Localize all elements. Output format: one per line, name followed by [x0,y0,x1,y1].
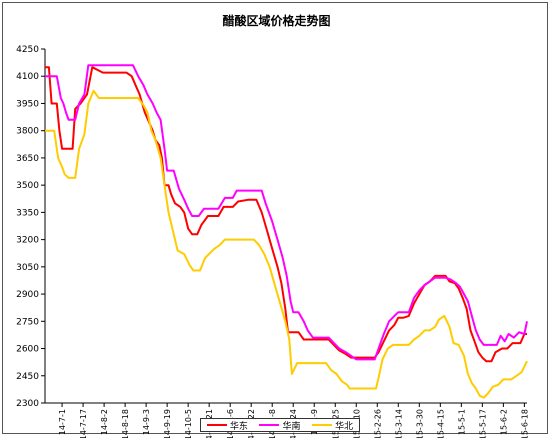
y-tick-label: 3050 [16,263,39,273]
x-tick-label: 14-10-5 [184,409,193,438]
x-tick-label: 14-8-2 [100,409,109,435]
legend-item-east: 华东 [206,419,248,432]
series-line-south [45,64,528,361]
y-tick-label: 2900 [16,290,39,300]
y-tick-label: 4250 [16,45,39,55]
x-tick-label: 14-9-3 [142,409,151,435]
series-line-east [45,66,527,363]
legend-label-north: 华北 [335,421,354,432]
x-tick-label: 15-5-17 [478,409,487,438]
x-tick-label: 15-3-30 [415,409,424,438]
legend-label-south: 华南 [282,421,301,432]
legend-swatch-east [206,424,227,426]
legend-label-east: 华东 [229,421,248,432]
chart-frame [2,2,548,434]
y-tick-label: 3950 [16,99,39,109]
y-tick-label: 4100 [16,72,39,82]
y-tick-label: 3800 [16,127,39,137]
y-tick-label: 3650 [16,154,39,164]
x-tick-label: 15-6-2 [499,409,508,435]
y-tick-label: 2450 [16,372,39,382]
x-tick-label: 14-8-18 [121,409,130,438]
x-tick-label: 15-6-18 [520,409,529,438]
x-tick-label: 14-7-17 [79,409,88,438]
legend-swatch-south [259,424,280,426]
y-tick-label: 2600 [16,345,39,355]
legend-item-north: 华北 [312,419,353,432]
x-tick-label: 14-7-1 [58,409,67,435]
x-tick-label: 15-4-15 [436,409,445,438]
y-tick-label: 3500 [16,181,39,191]
x-tick-label: 15-2-26 [373,409,382,438]
x-tick-label: 15-3-14 [394,409,403,438]
legend: 华东 华南 华北 [200,418,360,432]
legend-item-south: 华南 [259,419,300,432]
y-tick-label: 2300 [16,399,39,409]
legend-swatch-north [312,424,333,426]
x-tick-label: 14-9-19 [163,409,172,438]
y-tick-label: 2750 [16,317,39,327]
y-tick-label: 3350 [16,208,39,218]
chart-title: 醋酸区域价格走势图 [222,14,331,28]
series-line-north [45,89,528,399]
x-tick-label: 15-5-1 [457,409,466,435]
y-tick-label: 3200 [16,236,39,246]
